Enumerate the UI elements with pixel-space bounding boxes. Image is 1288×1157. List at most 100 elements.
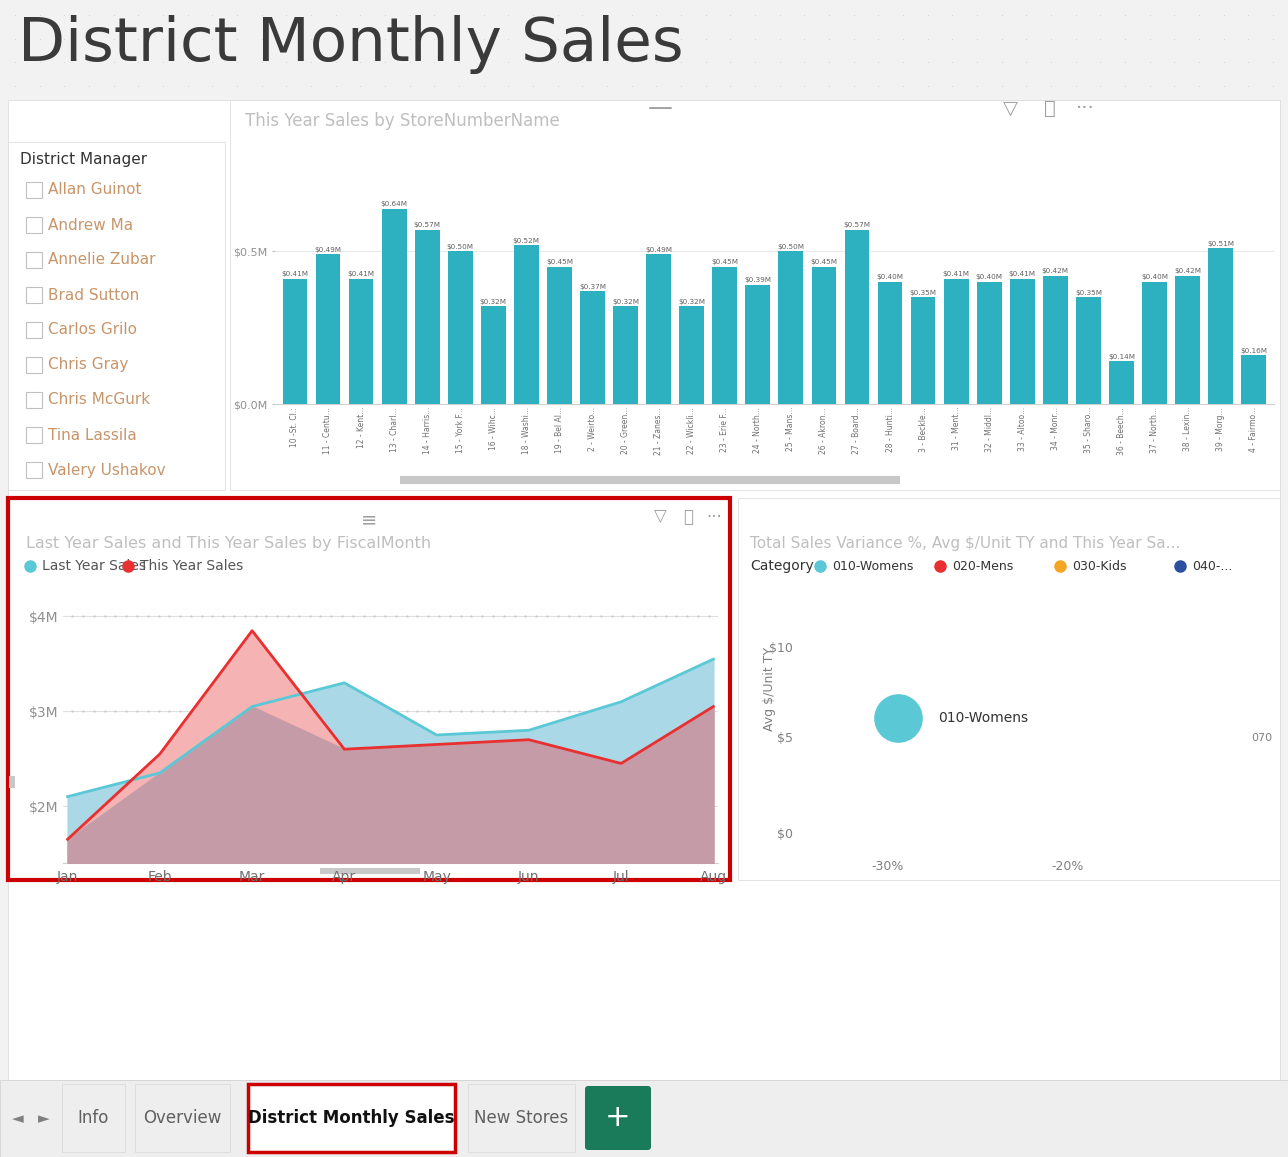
Text: $0.41M: $0.41M: [281, 272, 308, 278]
Text: $0.42M: $0.42M: [1042, 268, 1069, 274]
Text: 010-Womens: 010-Womens: [938, 712, 1028, 725]
Text: $0.35M: $0.35M: [909, 289, 936, 296]
Text: $0.49M: $0.49M: [645, 246, 672, 253]
Text: $0.57M: $0.57M: [844, 222, 871, 228]
Text: $0.50M: $0.50M: [778, 244, 804, 250]
Bar: [679, 307, 705, 404]
Bar: [613, 307, 638, 404]
Bar: [26, 287, 43, 303]
Text: $0.64M: $0.64M: [381, 201, 407, 207]
Bar: [647, 255, 671, 404]
Bar: [26, 358, 43, 373]
Bar: [0, 1079, 1288, 1157]
Text: $0.40M: $0.40M: [976, 274, 1003, 280]
Text: ···: ···: [1075, 98, 1095, 118]
Text: -20%: -20%: [1052, 860, 1084, 874]
Text: $0.50M: $0.50M: [447, 244, 474, 250]
Text: Valery Ushakov: Valery Ushakov: [48, 463, 166, 478]
Text: -30%: -30%: [872, 860, 904, 874]
Text: Andrew Ma: Andrew Ma: [48, 218, 133, 233]
Text: Allan Guinot: Allan Guinot: [48, 183, 142, 198]
Bar: [135, 1084, 231, 1152]
Bar: [746, 285, 770, 404]
Bar: [580, 292, 605, 404]
Bar: [415, 230, 439, 404]
Text: Info: Info: [77, 1110, 109, 1127]
Text: ≡: ≡: [361, 510, 377, 529]
Bar: [845, 230, 869, 404]
Text: $0.14M: $0.14M: [1108, 354, 1135, 360]
Text: $0.32M: $0.32M: [679, 299, 705, 304]
Bar: [8, 142, 225, 491]
Bar: [26, 427, 43, 443]
Bar: [468, 1084, 574, 1152]
Bar: [1208, 249, 1233, 404]
FancyBboxPatch shape: [585, 1086, 650, 1150]
Text: ►: ►: [39, 1112, 50, 1127]
Bar: [316, 255, 340, 404]
Bar: [26, 462, 43, 478]
Text: $0.35M: $0.35M: [1075, 289, 1103, 296]
Text: Brad Sutton: Brad Sutton: [48, 287, 139, 302]
Bar: [249, 1084, 455, 1152]
Text: $0.51M: $0.51M: [1207, 241, 1234, 246]
Text: This Year Sales by StoreNumberName: This Year Sales by StoreNumberName: [245, 112, 560, 130]
Text: ▽: ▽: [653, 508, 666, 526]
Text: Carlos Grilo: Carlos Grilo: [48, 323, 137, 338]
Text: $0.41M: $0.41M: [943, 272, 970, 278]
Text: $0.37M: $0.37M: [580, 283, 605, 289]
Bar: [1043, 275, 1068, 404]
Bar: [282, 279, 308, 404]
Text: Tina Lassila: Tina Lassila: [48, 427, 137, 442]
Text: ◄: ◄: [12, 1112, 24, 1127]
Bar: [381, 208, 407, 404]
Text: $0.42M: $0.42M: [1175, 268, 1202, 274]
Text: 040-...: 040-...: [1191, 560, 1233, 573]
Text: New Stores: New Stores: [474, 1110, 568, 1127]
Text: $0.39M: $0.39M: [744, 278, 772, 283]
Text: $0.32M: $0.32M: [480, 299, 506, 304]
Text: $0.57M: $0.57M: [413, 222, 440, 228]
Bar: [319, 868, 420, 874]
Bar: [349, 279, 374, 404]
Text: This Year Sales: This Year Sales: [140, 559, 243, 573]
Bar: [26, 252, 43, 268]
Bar: [547, 266, 572, 404]
Text: $0.45M: $0.45M: [546, 259, 573, 265]
Bar: [8, 498, 730, 880]
Text: 020-Mens: 020-Mens: [952, 560, 1014, 573]
Bar: [26, 182, 43, 198]
Text: Last Year Sales and This Year Sales by FiscalMonth: Last Year Sales and This Year Sales by F…: [26, 536, 431, 551]
Bar: [976, 282, 1002, 404]
Text: 070: 070: [1251, 734, 1273, 743]
Bar: [877, 282, 903, 404]
Bar: [1010, 279, 1034, 404]
Text: 030-Kids: 030-Kids: [1072, 560, 1127, 573]
Text: $0.41M: $0.41M: [348, 272, 375, 278]
Bar: [231, 100, 1280, 491]
Bar: [712, 266, 737, 404]
Text: —: —: [648, 96, 672, 120]
Text: Chris Gray: Chris Gray: [48, 358, 129, 373]
Text: $0.40M: $0.40M: [1141, 274, 1168, 280]
Text: +: +: [605, 1104, 631, 1133]
Text: 010-Womens: 010-Womens: [832, 560, 913, 573]
Text: Category: Category: [750, 559, 814, 573]
Bar: [1242, 355, 1266, 404]
Bar: [401, 476, 900, 484]
Text: $0.40M: $0.40M: [877, 274, 904, 280]
Bar: [1175, 275, 1200, 404]
Bar: [811, 266, 836, 404]
Text: Chris McGurk: Chris McGurk: [48, 392, 151, 407]
Text: $0.16M: $0.16M: [1240, 348, 1267, 354]
Text: Last Year Sales: Last Year Sales: [43, 559, 146, 573]
Text: $0.49M: $0.49M: [314, 246, 341, 253]
Bar: [26, 322, 43, 338]
Bar: [944, 279, 969, 404]
Text: $0.45M: $0.45M: [810, 259, 837, 265]
Text: $0.45M: $0.45M: [711, 259, 738, 265]
Bar: [514, 245, 538, 404]
Bar: [738, 498, 1280, 880]
Text: $0.32M: $0.32M: [612, 299, 639, 304]
Text: Avg $/Unit TY: Avg $/Unit TY: [764, 647, 777, 731]
